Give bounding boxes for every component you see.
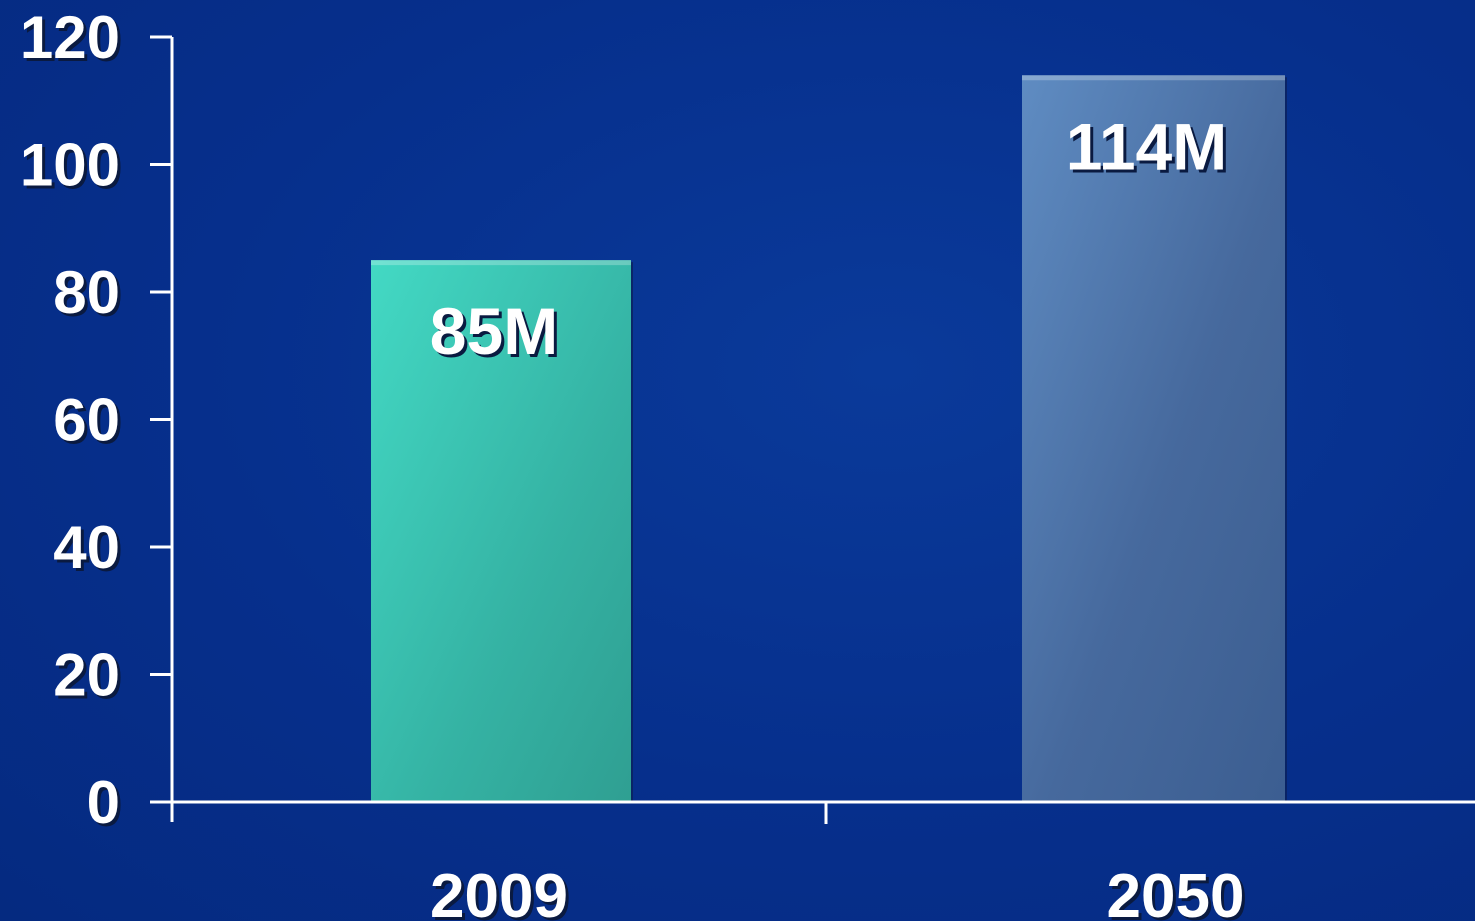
- y-tick-label-80-shadow: 80: [56, 262, 123, 329]
- y-tick-label-20-shadow: 20: [56, 645, 123, 712]
- bar-2050: [1022, 75, 1285, 802]
- x-tick-label-2009-shadow: 2009: [433, 865, 571, 921]
- data-label-2009: 85M: [430, 294, 558, 368]
- y-tick-label-0-shadow: 0: [90, 772, 123, 839]
- x-tick-label-2050: 2050: [1107, 862, 1245, 921]
- bars: [371, 75, 1287, 802]
- y-tick-label-40: 40: [53, 514, 120, 581]
- data-label-2009-shadow: 85M: [433, 297, 561, 371]
- y-tick-label-120: 120: [20, 4, 120, 71]
- y-tick-label-120-shadow: 120: [23, 7, 123, 74]
- axes: [150, 37, 1475, 824]
- y-tick-label-100: 100: [20, 132, 120, 199]
- x-tick-label-2050-shadow: 2050: [1110, 865, 1248, 921]
- y-tick-label-80: 80: [53, 259, 120, 326]
- data-label-2050: 114M: [1066, 109, 1227, 183]
- y-tick-label-20: 20: [53, 642, 120, 709]
- data-label-2050-shadow: 114M: [1069, 112, 1230, 186]
- y-tick-label-60-shadow: 60: [56, 390, 123, 457]
- x-tick-label-2009: 2009: [430, 862, 568, 921]
- y-tick-label-60: 60: [53, 387, 120, 454]
- y-tick-label-40-shadow: 40: [56, 517, 123, 584]
- y-tick-label-0: 0: [87, 769, 120, 836]
- bar-top-edge-2050: [1022, 75, 1285, 81]
- bar-top-edge-2009: [371, 260, 631, 266]
- y-tick-label-100-shadow: 100: [23, 135, 123, 202]
- bar-2009: [371, 260, 631, 802]
